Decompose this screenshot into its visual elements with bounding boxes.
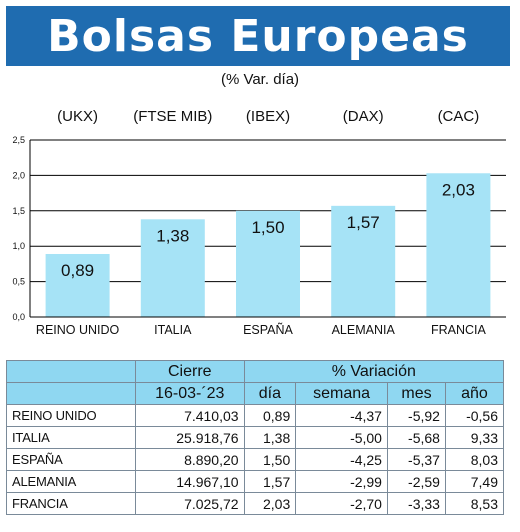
row-cierre: 7.410,03 xyxy=(134,404,245,427)
row-cierre: 8.890,20 xyxy=(134,448,245,471)
table-row: ITALIA 25.918,76 1,38 -5,00 -5,68 9,33 xyxy=(6,426,505,449)
bar xyxy=(45,253,110,317)
index-label: (IBEX) xyxy=(246,108,290,125)
table-row: ALEMANIA 14.967,10 1,57 -2,99 -2,59 7,49 xyxy=(6,470,505,493)
y-tick-label: 2,5 xyxy=(12,135,25,145)
x-tick-label: ITALIA xyxy=(154,323,192,337)
y-tick-label: 0,0 xyxy=(12,312,25,322)
x-tick-label: ESPAÑA xyxy=(243,323,293,337)
bar xyxy=(236,210,300,317)
row-cierre: 25.918,76 xyxy=(134,426,245,449)
row-name: FRANCIA xyxy=(6,492,136,515)
bar-chart: 0,0 0,5 1,0 1,5 2,0 2,5 0,89 (UKX) REINO UNIDO 1,… xyxy=(12,108,506,337)
bar xyxy=(426,173,491,317)
row-cierre: 14.967,10 xyxy=(134,470,245,493)
y-tick-label: 1,0 xyxy=(12,241,25,251)
row-ano: 9,33 xyxy=(444,426,505,449)
y-tick-label: 0,5 xyxy=(12,277,25,287)
header-dia: día xyxy=(243,382,297,405)
bar xyxy=(331,205,396,317)
index-label: (UKX) xyxy=(57,108,98,125)
data-label: 1,57 xyxy=(347,213,380,232)
table-header-row-1: Cierre % Variación xyxy=(6,360,505,383)
row-mes: -5,37 xyxy=(386,448,446,471)
title-banner: Bolsas Europeas xyxy=(6,6,510,66)
row-semana: -2,70 xyxy=(295,492,388,515)
header-cierre: Cierre xyxy=(134,360,245,383)
bar xyxy=(140,219,205,317)
row-ano: 8,53 xyxy=(444,492,505,515)
row-mes: -2,59 xyxy=(386,470,446,493)
header-semana: semana xyxy=(295,382,388,405)
y-tick-label: 2,0 xyxy=(12,170,25,180)
data-label: 1,38 xyxy=(156,226,189,245)
data-label: 0,89 xyxy=(61,261,94,280)
row-dia: 0,89 xyxy=(243,404,297,427)
index-label: (CAC) xyxy=(438,108,480,125)
row-dia: 2,03 xyxy=(243,492,297,515)
row-mes: -5,92 xyxy=(386,404,446,427)
y-tick-label: 1,5 xyxy=(12,206,25,216)
row-dia: 1,50 xyxy=(243,448,297,471)
row-semana: -2,99 xyxy=(295,470,388,493)
chart-subtitle: (% Var. día) xyxy=(220,71,300,88)
header-mes: mes xyxy=(386,382,446,405)
x-tick-label: ALEMANIA xyxy=(332,323,396,337)
row-dia: 1,38 xyxy=(243,426,297,449)
row-semana: -5,00 xyxy=(295,426,388,449)
row-ano: 7,49 xyxy=(444,470,505,493)
header-blank-cell xyxy=(6,360,136,383)
x-tick-label: FRANCIA xyxy=(431,323,487,337)
row-dia: 1,57 xyxy=(243,470,297,493)
x-tick-label: REINO UNIDO xyxy=(36,323,120,337)
header-blank-cell-2 xyxy=(6,382,136,405)
row-mes: -5,68 xyxy=(386,426,446,449)
row-semana: -4,25 xyxy=(295,448,388,471)
index-label: (FTSE MIB) xyxy=(133,108,212,125)
row-mes: -3,33 xyxy=(386,492,446,515)
table-row: REINO UNIDO 7.410,03 0,89 -4,37 -5,92 -0… xyxy=(6,404,505,427)
table-row: ESPAÑA 8.890,20 1,50 -4,25 -5,37 8,03 xyxy=(6,448,505,471)
row-ano: -0,56 xyxy=(444,404,505,427)
row-name: ALEMANIA xyxy=(6,470,136,493)
table-row: FRANCIA 7.025,72 2,03 -2,70 -3,33 8,53 xyxy=(6,492,505,515)
stocks-table: Cierre % Variación 16-03-´23 día semana … xyxy=(6,360,505,515)
page-title: Bolsas Europeas xyxy=(47,10,469,62)
row-name: ESPAÑA xyxy=(6,448,136,471)
data-label: 2,03 xyxy=(442,180,475,199)
table-header-row-2: 16-03-´23 día semana mes año xyxy=(6,382,505,405)
header-date: 16-03-´23 xyxy=(134,382,245,405)
row-ano: 8,03 xyxy=(444,448,505,471)
index-label: (DAX) xyxy=(343,108,384,125)
header-variacion: % Variación xyxy=(243,360,505,383)
row-cierre: 7.025,72 xyxy=(134,492,245,515)
header-ano: año xyxy=(444,382,505,405)
data-label: 1,50 xyxy=(251,218,284,237)
row-name: ITALIA xyxy=(6,426,136,449)
row-semana: -4,37 xyxy=(295,404,388,427)
row-name: REINO UNIDO xyxy=(6,404,136,427)
